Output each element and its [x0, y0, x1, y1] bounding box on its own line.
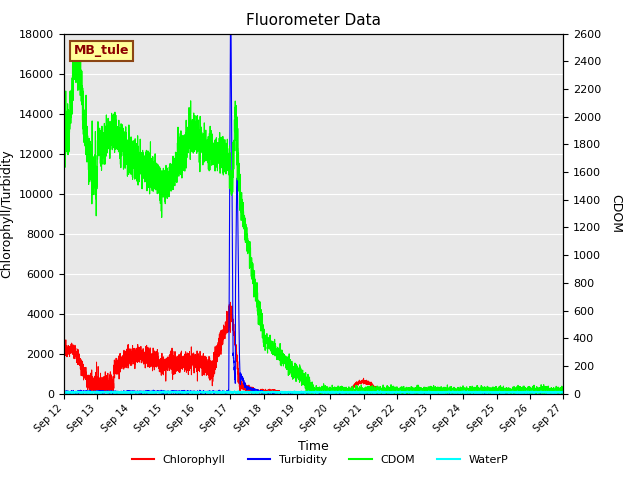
Chlorophyll: [284, 390, 292, 396]
Turbidity: [559, 390, 567, 396]
Line: CDOM: CDOM: [64, 42, 563, 394]
WaterP: [176, 389, 184, 395]
Line: WaterP: WaterP: [64, 391, 563, 393]
CDOM: [176, 153, 184, 159]
CDOM: [556, 387, 563, 393]
Turbidity: [556, 391, 563, 396]
Chlorophyll: [181, 351, 189, 357]
Chlorophyll: [248, 390, 256, 396]
Turbidity: [176, 388, 184, 394]
WaterP: [248, 389, 256, 395]
CDOM: [179, 165, 186, 171]
Turbidity: [179, 390, 186, 396]
Chlorophyll: [60, 348, 68, 353]
WaterP: [374, 388, 381, 394]
Chlorophyll: [559, 390, 567, 396]
CDOM: [72, 39, 79, 45]
Y-axis label: CDOM: CDOM: [609, 194, 622, 233]
CDOM: [284, 364, 292, 370]
Turbidity: [181, 390, 189, 396]
WaterP: [476, 390, 483, 396]
Chlorophyll: [236, 391, 244, 396]
WaterP: [181, 389, 189, 395]
Turbidity: [69, 391, 77, 396]
Title: Fluorometer Data: Fluorometer Data: [246, 13, 381, 28]
Turbidity: [227, 31, 234, 36]
Chlorophyll: [556, 389, 563, 395]
Text: MB_tule: MB_tule: [74, 44, 129, 58]
Turbidity: [284, 390, 292, 396]
WaterP: [559, 389, 567, 395]
Chlorophyll: [227, 300, 234, 305]
WaterP: [556, 390, 563, 396]
Chlorophyll: [179, 355, 186, 360]
Turbidity: [248, 387, 256, 393]
CDOM: [181, 140, 189, 146]
CDOM: [248, 273, 256, 278]
WaterP: [179, 389, 186, 395]
X-axis label: Time: Time: [298, 440, 329, 453]
WaterP: [60, 389, 68, 395]
CDOM: [307, 391, 314, 396]
Turbidity: [60, 388, 68, 394]
CDOM: [559, 390, 567, 396]
Line: Turbidity: Turbidity: [64, 34, 563, 394]
Chlorophyll: [176, 358, 184, 364]
Legend: Chlorophyll, Turbidity, CDOM, WaterP: Chlorophyll, Turbidity, CDOM, WaterP: [127, 451, 513, 469]
CDOM: [60, 123, 68, 129]
WaterP: [284, 389, 291, 395]
Line: Chlorophyll: Chlorophyll: [64, 302, 563, 394]
Y-axis label: Chlorophyll/Turbidity: Chlorophyll/Turbidity: [1, 149, 13, 278]
